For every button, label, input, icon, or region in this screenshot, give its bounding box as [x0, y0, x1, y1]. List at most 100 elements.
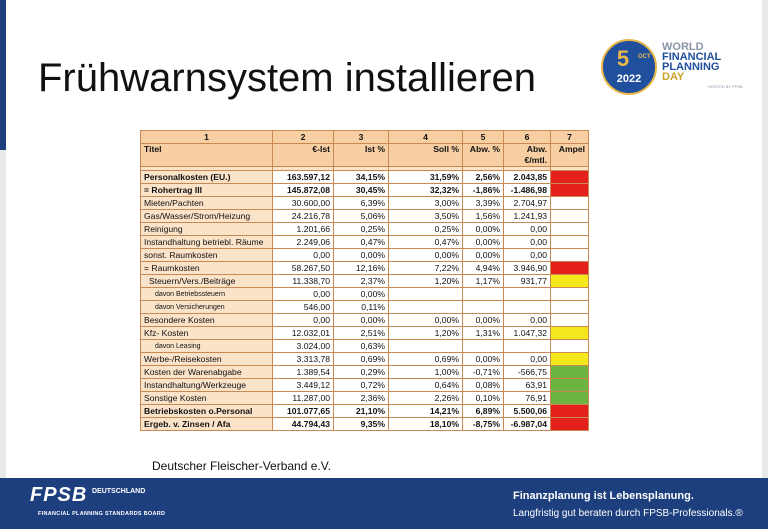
ampel-cell	[550, 248, 589, 262]
table-row: = Raumkosten 58.267,50 12,16% 7,22% 4,94% 3.9…	[140, 261, 589, 275]
table-cell: 12.032,01	[272, 326, 334, 340]
table-cell: 0,00%	[462, 313, 504, 327]
table-cell: 0,10%	[462, 391, 504, 405]
table-cell: -1,86%	[462, 183, 504, 197]
table-cell: 1.241,93	[503, 209, 551, 223]
table-cell: 163.597,12	[272, 170, 334, 184]
ampel-cell	[550, 287, 589, 301]
column-title: Titel	[140, 143, 273, 167]
table-cell: 0,00%	[333, 248, 389, 262]
table-cell: 0,69%	[388, 352, 463, 366]
logo-line: FINANCIAL	[662, 51, 722, 63]
empty-cell	[462, 339, 504, 353]
row-title: Mieten/Pachten	[140, 196, 273, 210]
table-cell: 2,36%	[333, 391, 389, 405]
empty-cell	[388, 287, 463, 301]
table-row: davon Betriebssteuern 0,00 0,00%	[140, 287, 589, 301]
table-cell: 0,47%	[388, 235, 463, 249]
row-title: = Raumkosten	[140, 261, 273, 275]
column-number: 2	[272, 130, 334, 144]
row-title: Personalkosten (EU.)	[140, 170, 273, 184]
table-row: Steuern/Vers./Beiträge 11.338,70 2,37% 1,20…	[140, 274, 589, 288]
empty-cell	[388, 339, 463, 353]
table-cell: 58.267,50	[272, 261, 334, 275]
table-cell: 0,00	[272, 248, 334, 262]
ampel-cell	[550, 209, 589, 223]
column-number: 5	[462, 130, 504, 144]
table-cell: 1,20%	[388, 326, 463, 340]
footer-brand-sub: DEUTSCHLAND	[92, 488, 146, 495]
ampel-cell	[550, 339, 589, 353]
table-body: 1 2 3 4 5 6 7 Titel €-Ist Ist % Soll % Abw. % Abw. €…	[140, 130, 589, 431]
table-row: Betriebskosten o.Personal 101.077,65 21,10…	[140, 404, 589, 418]
ampel-cell	[550, 417, 589, 431]
table-cell: 5,06%	[333, 209, 389, 223]
table-cell: 4,94%	[462, 261, 504, 275]
caption: Deutscher Fleischer-Verband e.V.	[152, 459, 331, 473]
table-cell: 2,51%	[333, 326, 389, 340]
column-number: 7	[550, 130, 589, 144]
table-cell: 546,00	[272, 300, 334, 314]
footer-board: FINANCIAL PLANNING STANDARDS BOARD	[38, 511, 166, 517]
table-row: davon Leasing 3.024,00 0,63%	[140, 339, 589, 353]
table-row: Sonstige Kosten 11.287,00 2,36% 2,26% 0,10% 7…	[140, 391, 589, 405]
table-cell: 3.024,00	[272, 339, 334, 353]
logo: 5 OCT 2022 WORLD FINANCIAL PLANNING DAY …	[600, 38, 750, 98]
table-row: Kosten der Warenabgabe 1.389,54 0,29% 1,00%…	[140, 365, 589, 379]
table-cell: 0,00	[503, 248, 551, 262]
table-cell: 3,39%	[462, 196, 504, 210]
table-cell: 0,72%	[333, 378, 389, 392]
table-cell: 2,37%	[333, 274, 389, 288]
table-cell: 1.389,54	[272, 365, 334, 379]
table-cell: 12,16%	[333, 261, 389, 275]
data-table: 1 2 3 4 5 6 7 Titel €-Ist Ist % Soll % Abw. % Abw. €…	[140, 130, 589, 431]
table-cell: 0,00%	[462, 248, 504, 262]
table-cell: 9,35%	[333, 417, 389, 431]
empty-cell	[388, 300, 463, 314]
table-cell: 2.704,97	[503, 196, 551, 210]
table-cell: 44.794,43	[272, 417, 334, 431]
table-cell: 0,64%	[388, 378, 463, 392]
badge-day: 5	[617, 46, 629, 71]
table-cell: 11.338,70	[272, 274, 334, 288]
row-title: Instandhaltung/Werkzeuge	[140, 378, 273, 392]
table-cell: -6.987,04	[503, 417, 551, 431]
table-cell: 1,00%	[388, 365, 463, 379]
badge-year: 2022	[617, 73, 641, 85]
table-cell: 0,47%	[333, 235, 389, 249]
slide-title: Frühwarnsystem installieren	[38, 56, 536, 100]
table-cell: 1.201,66	[272, 222, 334, 236]
row-title: = Rohertrag III	[140, 183, 273, 197]
ampel-cell	[550, 378, 589, 392]
ampel-cell	[550, 222, 589, 236]
table-cell: -1.486,98	[503, 183, 551, 197]
table-row: Werbe-/Reisekosten 3.313,78 0,69% 0,69% 0,00…	[140, 352, 589, 366]
table-cell: 5.500,06	[503, 404, 551, 418]
table-cell: 1,31%	[462, 326, 504, 340]
table-cell: 2,56%	[462, 170, 504, 184]
ampel-cell	[550, 391, 589, 405]
ampel-cell	[550, 404, 589, 418]
table-cell: 2.043,85	[503, 170, 551, 184]
column-title: Ist %	[333, 143, 389, 167]
table-cell: 101.077,65	[272, 404, 334, 418]
logo-line: WORLD	[662, 41, 704, 53]
table-row: Kfz- Kosten 12.032,01 2,51% 1,20% 1,31% 1.047…	[140, 326, 589, 340]
table-cell: 1,20%	[388, 274, 463, 288]
column-number: 1	[140, 130, 273, 144]
table-cell: 34,15%	[333, 170, 389, 184]
table-row: Instandhaltung betriebl. Räume 2.249,06 0,…	[140, 235, 589, 249]
table-cell: 0,00	[503, 222, 551, 236]
row-title: Reinigung	[140, 222, 273, 236]
column-title: Soll %	[388, 143, 463, 167]
table-cell: -0,71%	[462, 365, 504, 379]
table-cell: 3,00%	[388, 196, 463, 210]
ampel-cell	[550, 170, 589, 184]
table-cell: 931,77	[503, 274, 551, 288]
table-row: davon Versicherungen 546,00 0,11%	[140, 300, 589, 314]
table-cell: 0,69%	[333, 352, 389, 366]
empty-cell	[462, 300, 504, 314]
footer: FPSB DEUTSCHLAND FINANCIAL PLANNING STAN…	[0, 478, 768, 529]
ampel-cell	[550, 352, 589, 366]
